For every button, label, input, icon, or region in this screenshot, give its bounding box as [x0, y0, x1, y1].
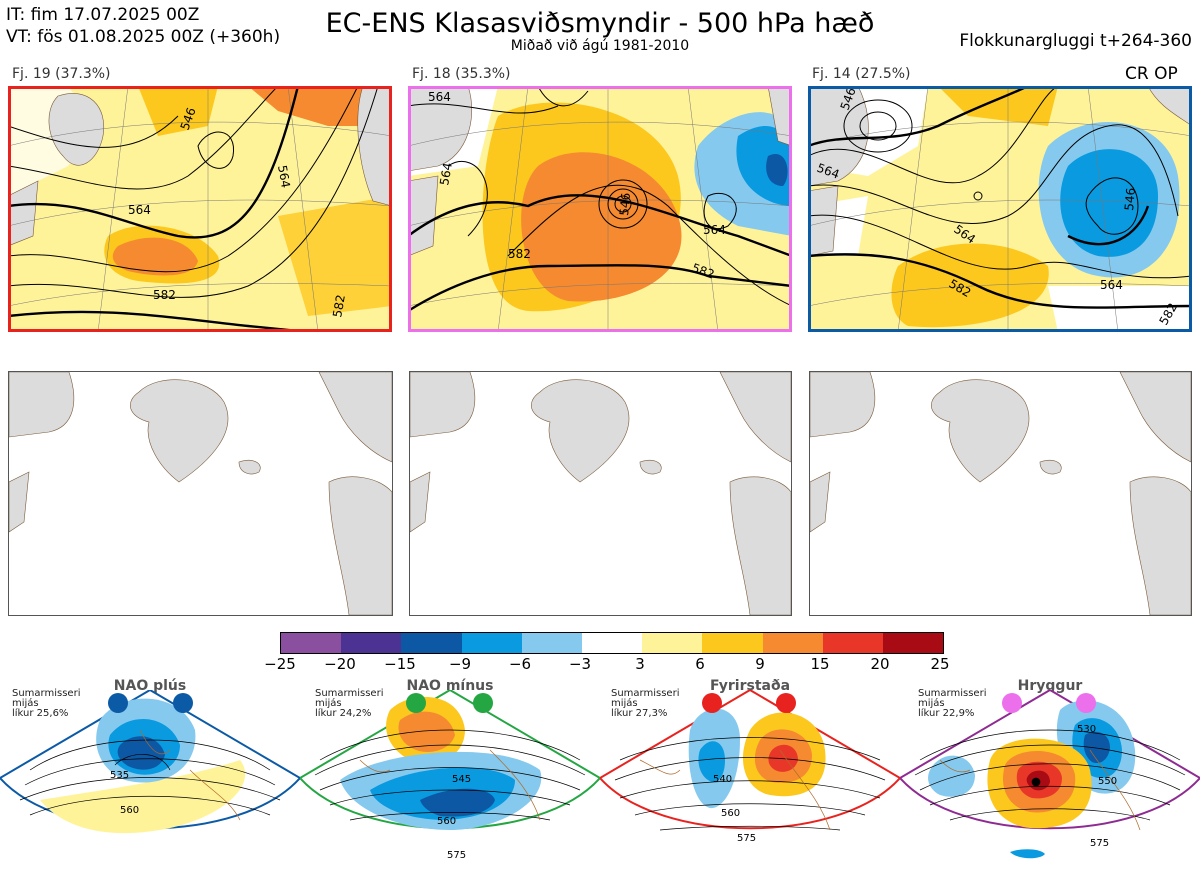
colorbar-swatch	[521, 633, 582, 653]
empty-map-1	[8, 371, 393, 616]
cluster-2-map: 564 564 546 564 582 582	[408, 86, 792, 332]
colorbar-swatch	[581, 633, 643, 653]
climatology-subtitle: Miðað við ágú 1981-2010	[510, 38, 690, 54]
colorbar-swatch	[281, 633, 342, 653]
regime-4-map: 530 550 575	[900, 690, 1200, 859]
contour-label: 564	[275, 164, 293, 189]
contour-label: 545	[452, 774, 471, 785]
cluster-2-frame	[408, 86, 792, 332]
contour-label: 560	[721, 808, 740, 819]
colorbar-swatch	[762, 633, 823, 653]
colorbar-tick: 25	[930, 655, 950, 673]
empty-map-2	[409, 371, 792, 616]
regime-dot	[1076, 693, 1096, 713]
colorbar-swatch	[341, 633, 402, 653]
regime-1-map: 535 560	[0, 690, 300, 834]
cluster-1-map: 564 546 564 582 582	[8, 86, 392, 332]
contour-label: 582	[508, 247, 531, 261]
regime-2-name: NAO mínus	[406, 678, 494, 694]
contour-label: 575	[447, 850, 466, 861]
contour-label: 564	[703, 223, 726, 237]
cluster-3-frame	[808, 86, 1192, 332]
valid-time: VT: fös 01.08.2025 00Z (+360h)	[6, 27, 281, 47]
regime-dot	[702, 693, 722, 713]
colorbar-tick: 15	[810, 655, 830, 673]
colorbar-tick: 9	[755, 655, 765, 673]
contour-label: 550	[1098, 776, 1117, 787]
operational-marker: CR OP	[1125, 64, 1178, 84]
colorbar-tick: −20	[324, 655, 356, 673]
contour-label: 546	[617, 192, 633, 216]
colorbar-tick: −25	[264, 655, 296, 673]
contour-label: 560	[437, 816, 456, 827]
contour-label: 546	[1122, 187, 1138, 211]
colorbar-tick: −3	[568, 655, 592, 673]
contour-label: 560	[120, 805, 139, 816]
contour-label: 530	[1077, 724, 1096, 735]
colorbar-swatch	[882, 633, 944, 653]
colorbar-tick: 20	[870, 655, 890, 673]
contour-label: 535	[110, 770, 129, 781]
regime-dot	[776, 693, 796, 713]
regime-2-map: 545 560 575	[300, 690, 600, 861]
cluster-1-label: Fj. 19 (37.3%)	[12, 66, 111, 82]
colorbar-tick: −15	[384, 655, 416, 673]
empty-map-3	[809, 371, 1192, 616]
contour-label: 540	[713, 774, 732, 785]
colorbar-tick: 3	[635, 655, 645, 673]
regime-dot	[406, 693, 426, 713]
colorbar-swatch	[401, 633, 462, 653]
colorbar	[280, 632, 944, 654]
contour-label: 582	[153, 288, 176, 302]
page-title: EC-ENS Klasasviðsmyndir - 500 hPa hæð	[325, 8, 875, 39]
colorbar-swatch	[822, 633, 883, 653]
cluster-3-map: 546 564 546 564 582 564 582	[808, 86, 1192, 332]
clustering-window: Flokkunargluggi t+264-360	[959, 31, 1192, 51]
colorbar-tick: −9	[448, 655, 472, 673]
regime-1-note: Sumarmisseri mijás líkur 25,6%	[12, 688, 81, 719]
regime-3-name: Fyrirstaða	[709, 678, 791, 694]
contour-label: 582	[330, 294, 348, 319]
regime-1-name: NAO plús	[113, 678, 187, 694]
regime-4-note: Sumarmisseri mijás líkur 22,9%	[918, 688, 987, 719]
regime-4-name: Hryggur	[1017, 678, 1083, 694]
colorbar-swatch	[461, 633, 522, 653]
colorbar-tick: −6	[508, 655, 532, 673]
regime-dot	[1002, 693, 1022, 713]
contour-label: 575	[737, 833, 756, 844]
contour-label: 575	[1090, 838, 1109, 849]
init-time: IT: fim 17.07.2025 00Z	[6, 5, 200, 25]
regime-3-note: Sumarmisseri mijás líkur 27,3%	[611, 688, 680, 719]
regime-3-map: 540 560 575	[600, 690, 900, 844]
contour-label: 564	[128, 203, 151, 217]
colorbar-swatch	[702, 633, 763, 653]
colorbar-swatch	[642, 633, 703, 653]
contour-label: 564	[437, 162, 455, 187]
cluster-2-label: Fj. 18 (35.3%)	[412, 66, 511, 82]
regime-dot	[473, 693, 493, 713]
regime-dot	[108, 693, 128, 713]
cluster-3-label: Fj. 14 (27.5%)	[812, 66, 911, 82]
colorbar-tick: 6	[695, 655, 705, 673]
cluster-1-frame	[8, 86, 392, 332]
contour-label: 564	[428, 90, 451, 104]
regime-2-note: Sumarmisseri mijás líkur 24,2%	[315, 688, 384, 719]
regime-dot	[173, 693, 193, 713]
contour-label: 564	[1100, 278, 1123, 292]
header-run-info: IT: fim 17.07.2025 00Z VT: fös 01.08.202…	[6, 4, 280, 48]
